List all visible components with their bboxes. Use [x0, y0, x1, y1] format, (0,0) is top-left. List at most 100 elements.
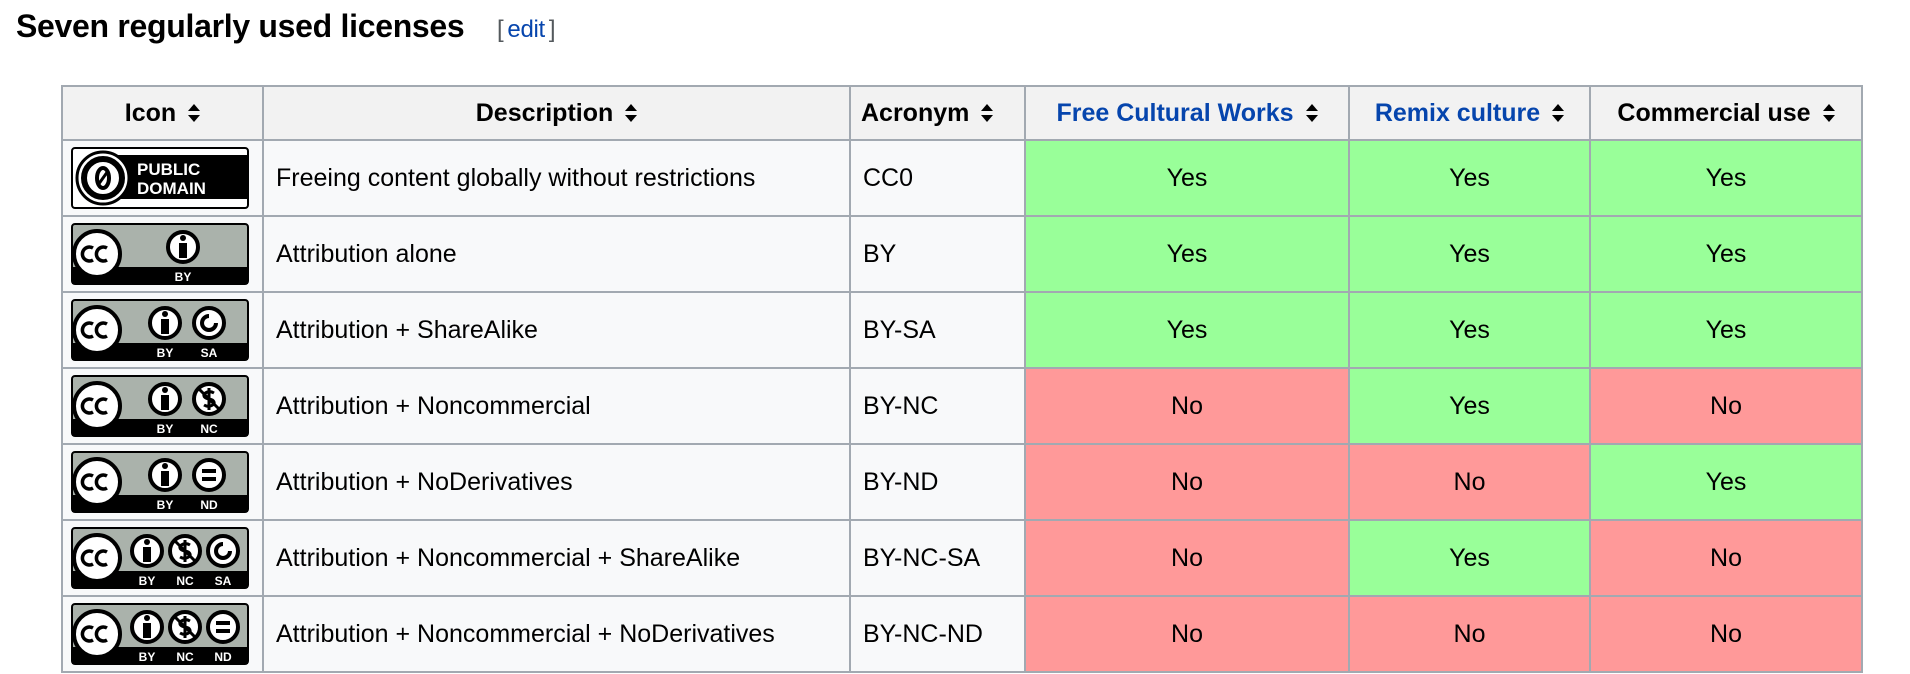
column-header-commercial-use[interactable]: Commercial use — [1589, 85, 1863, 141]
svg-text:ND: ND — [200, 498, 218, 512]
description-cell: Attribution + Noncommercial + NoDerivati… — [262, 595, 851, 673]
icon-cell: BY ND — [61, 443, 264, 521]
sort-arrows-icon[interactable] — [1822, 104, 1835, 123]
table-row: BY NC Attribution + Noncommercial BY-NC … — [61, 367, 1863, 445]
remix-culture-cell: Yes — [1348, 215, 1591, 293]
cc-by-icon: BY — [71, 223, 249, 285]
acronym-cell: BY-NC-ND — [849, 595, 1026, 673]
sort-arrows-icon[interactable] — [1305, 104, 1318, 123]
sort-arrows-icon[interactable] — [625, 104, 638, 123]
description-cell: Attribution + ShareAlike — [262, 291, 851, 369]
free-cultural-works-cell: Yes — [1024, 291, 1350, 369]
column-label: Description — [475, 98, 614, 127]
remix-culture-cell: Yes — [1348, 291, 1591, 369]
column-label[interactable]: Remix culture — [1374, 98, 1541, 127]
svg-text:ND: ND — [214, 650, 232, 664]
svg-text:BY: BY — [139, 650, 156, 664]
sort-arrows-icon[interactable] — [981, 104, 994, 123]
column-header-remix-culture[interactable]: Remix culture — [1348, 85, 1591, 141]
column-header-icon[interactable]: Icon — [61, 85, 264, 141]
remix-culture-cell: Yes — [1348, 139, 1591, 217]
free-cultural-works-cell: Yes — [1024, 139, 1350, 217]
svg-text:NC: NC — [176, 650, 194, 664]
sort-arrows-icon[interactable] — [188, 104, 201, 123]
commercial-use-cell: Yes — [1589, 215, 1863, 293]
svg-text:NC: NC — [200, 422, 218, 436]
commercial-use-cell: Yes — [1589, 291, 1863, 369]
table-row: BY NC SA Attribution + Noncommercial + S… — [61, 519, 1863, 597]
sort-down-icon — [188, 115, 201, 123]
acronym-cell: CC0 — [849, 139, 1026, 217]
column-label: Icon — [124, 98, 177, 127]
cc-by-nc-sa-icon: BY NC SA — [71, 527, 249, 589]
table-row: PUBLIC DOMAIN Freeing content globally w… — [61, 139, 1863, 217]
free-cultural-works-cell: No — [1024, 367, 1350, 445]
remix-culture-cell: No — [1348, 443, 1591, 521]
acronym-cell: BY-SA — [849, 291, 1026, 369]
sort-up-icon — [188, 104, 201, 112]
table-row: BY SA Attribution + ShareAlike BY-SA Yes… — [61, 291, 1863, 369]
sort-up-icon — [1822, 104, 1835, 112]
commercial-use-cell: No — [1589, 595, 1863, 673]
svg-text:BY: BY — [139, 574, 156, 588]
commercial-use-cell: Yes — [1589, 139, 1863, 217]
edit-link[interactable]: edit — [507, 16, 545, 43]
sort-up-icon — [1552, 104, 1565, 112]
sort-up-icon — [981, 104, 994, 112]
svg-text:PUBLIC: PUBLIC — [137, 160, 200, 179]
edit-section: [edit] — [497, 16, 556, 43]
commercial-use-cell: No — [1589, 367, 1863, 445]
remix-culture-cell: Yes — [1348, 367, 1591, 445]
cc-by-nd-icon: BY ND — [71, 451, 249, 513]
free-cultural-works-cell: Yes — [1024, 215, 1350, 293]
svg-text:NC: NC — [176, 574, 194, 588]
public-domain-icon: PUBLIC DOMAIN — [71, 147, 249, 209]
column-label: Acronym — [861, 98, 970, 127]
svg-text:SA: SA — [215, 574, 232, 588]
commercial-use-cell: No — [1589, 519, 1863, 597]
free-cultural-works-cell: No — [1024, 595, 1350, 673]
column-label: Commercial use — [1617, 98, 1811, 127]
acronym-cell: BY-ND — [849, 443, 1026, 521]
sort-arrows-icon[interactable] — [1552, 104, 1565, 123]
icon-cell: BY NC — [61, 367, 264, 445]
column-header-description[interactable]: Description — [262, 85, 851, 141]
cc-by-nc-nd-icon: BY NC ND — [71, 603, 249, 665]
svg-text:BY: BY — [157, 422, 174, 436]
sort-down-icon — [1552, 115, 1565, 123]
free-cultural-works-cell: No — [1024, 519, 1350, 597]
svg-text:BY: BY — [157, 346, 174, 360]
cc-by-nc-icon: BY NC — [71, 375, 249, 437]
description-cell: Attribution + Noncommercial — [262, 367, 851, 445]
column-header-free-cultural-works[interactable]: Free Cultural Works — [1024, 85, 1350, 141]
sort-down-icon — [625, 115, 638, 123]
sort-down-icon — [1822, 115, 1835, 123]
acronym-cell: BY-NC-SA — [849, 519, 1026, 597]
svg-text:SA: SA — [201, 346, 218, 360]
acronym-cell: BY-NC — [849, 367, 1026, 445]
table-row: BY NC ND Attribution + Noncommercial + N… — [61, 595, 1863, 673]
cc-by-sa-icon: BY SA — [71, 299, 249, 361]
icon-cell: BY SA — [61, 291, 264, 369]
table-row: BY ND Attribution + NoDerivatives BY-ND … — [61, 443, 1863, 521]
sort-up-icon — [1305, 104, 1318, 112]
icon-cell: PUBLIC DOMAIN — [61, 139, 264, 217]
svg-text:BY: BY — [175, 270, 192, 284]
column-label[interactable]: Free Cultural Works — [1056, 98, 1294, 127]
remix-culture-cell: No — [1348, 595, 1591, 673]
description-cell: Freeing content globally without restric… — [262, 139, 851, 217]
column-header-acronym[interactable]: Acronym — [849, 85, 1026, 141]
icon-cell: BY NC ND — [61, 595, 264, 673]
acronym-cell: BY — [849, 215, 1026, 293]
description-cell: Attribution + NoDerivatives — [262, 443, 851, 521]
sort-down-icon — [1305, 115, 1318, 123]
section-title: Seven regularly used licenses — [16, 8, 465, 44]
icon-cell: BY NC SA — [61, 519, 264, 597]
table-row: BY Attribution alone BY Yes Yes Yes — [61, 215, 1863, 293]
icon-cell: BY — [61, 215, 264, 293]
svg-text:DOMAIN: DOMAIN — [137, 179, 206, 198]
description-cell: Attribution + Noncommercial + ShareAlike — [262, 519, 851, 597]
free-cultural-works-cell: No — [1024, 443, 1350, 521]
description-cell: Attribution alone — [262, 215, 851, 293]
remix-culture-cell: Yes — [1348, 519, 1591, 597]
